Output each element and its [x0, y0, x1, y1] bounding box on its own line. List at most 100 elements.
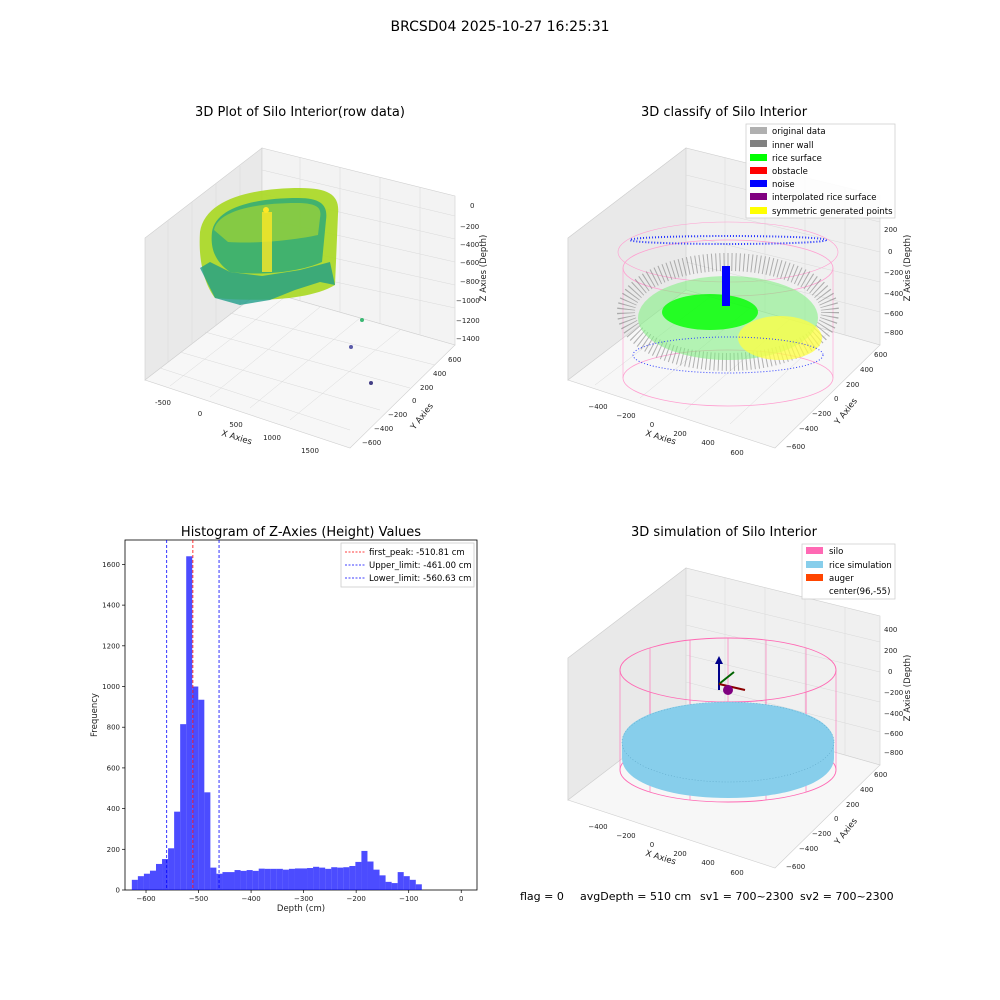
legend-entry: silo [806, 547, 843, 557]
tick-label: −400 [799, 845, 818, 853]
histogram-bar [246, 870, 253, 890]
footer-status: flag = 0 avgDepth = 510 cm sv1 = 700~230… [520, 890, 894, 903]
legend-entry: interpolated rice surface [750, 193, 877, 203]
histogram-bar [186, 556, 193, 890]
panel-raw-yticks: 600 400 200 0 −200 −400 −600 [362, 356, 461, 447]
histogram-bar [294, 868, 301, 890]
histogram-bar [288, 868, 295, 890]
legend-entry: original data [750, 127, 826, 137]
histogram-bar [343, 867, 350, 890]
histogram-bar [379, 875, 386, 890]
histogram-bar [337, 867, 344, 890]
tick-label: −200 [460, 223, 479, 231]
histogram-bar [307, 868, 314, 890]
panel-classify-yticks: 600 400 200 0 −200 −400 −600 [786, 351, 887, 451]
legend-swatch [750, 140, 767, 147]
panel-simulation: 3D simulation of Silo Interior [567, 525, 913, 877]
tick-label: −200 [616, 832, 635, 840]
legend-entry: center(96,-55) [829, 587, 890, 597]
footer-avg-depth: avgDepth = 510 cm [580, 890, 691, 903]
legend-entry: auger [806, 574, 854, 584]
panel-raw-data: 3D Plot of Silo Interior(row data) [144, 105, 489, 455]
tick-label: −1200 [456, 317, 480, 325]
legend-entry: inner wall [750, 140, 813, 151]
histogram-bar [180, 724, 187, 890]
tick-label: −200 [884, 269, 903, 277]
histogram-legend: first_peak: -510.81 cm Upper_limit: -461… [340, 542, 475, 588]
histogram-bar [409, 879, 416, 890]
histogram-bar [131, 879, 138, 890]
tick-label: −800 [460, 278, 479, 286]
legend-entry: rice simulation [806, 561, 892, 571]
panel-raw-ylabel: Y Axies [408, 401, 436, 433]
histogram-bar [355, 861, 362, 890]
histogram-bar [313, 866, 320, 890]
histogram-bar [264, 868, 271, 890]
x-tick-label: −600 [136, 895, 155, 903]
histogram-bar [222, 872, 229, 890]
tick-label: −600 [460, 259, 479, 267]
tick-label: −400 [884, 290, 903, 298]
tick-label: −800 [884, 749, 903, 757]
legend-label: original data [772, 127, 826, 137]
legend-swatch [806, 574, 823, 581]
histogram-bar [331, 867, 338, 890]
histogram-bar [228, 872, 235, 890]
histogram-bar [361, 850, 368, 890]
tick-label: 600 [730, 449, 743, 457]
tick-label: −200 [884, 689, 903, 697]
panel-classify-legend: original data inner wall rice surface ob… [745, 123, 896, 219]
tick-label: 500 [229, 421, 242, 429]
panel-raw-pointcloud [199, 188, 373, 385]
histogram-bar [373, 869, 380, 890]
tick-label: −400 [588, 823, 607, 831]
tick-label: 600 [448, 356, 461, 364]
legend-swatch [750, 180, 767, 187]
panel-classify-zlabel: Z Axies (Depth) [903, 235, 913, 302]
tick-label: 600 [874, 351, 887, 359]
legend-swatch [806, 547, 823, 554]
tick-label: 1500 [301, 447, 319, 455]
histogram-xticks: −600 −500 −400 −300 −200 −100 0 [136, 890, 463, 903]
histogram-bar [240, 870, 247, 890]
x-tick-label: −300 [294, 895, 313, 903]
histogram-bar [155, 863, 163, 890]
histogram-bar [204, 792, 211, 890]
histogram-bar [282, 869, 289, 890]
panel-classify-xticks: −400 −200 0 200 400 600 [588, 403, 743, 457]
tick-label: 0 [198, 410, 202, 418]
histogram-bar [367, 861, 374, 890]
tick-label: 200 [884, 226, 897, 234]
histogram-bar [198, 699, 205, 890]
y-tick-label: 1600 [102, 561, 120, 569]
histogram-bar [270, 868, 277, 890]
histogram-bar [210, 867, 217, 890]
tick-label: 400 [860, 366, 873, 374]
tick-label: −600 [786, 863, 805, 871]
legend-swatch [806, 561, 823, 568]
legend-entry: obstacle [750, 167, 808, 177]
tick-label: −800 [884, 329, 903, 337]
tick-label: −200 [812, 410, 831, 418]
legend-swatch [750, 127, 767, 134]
histogram-bars [131, 556, 422, 890]
panel-classify-cloud [617, 221, 839, 407]
panel-classify: 3D classify of Silo Interior [567, 105, 913, 457]
legend-label: inner wall [772, 141, 813, 151]
legend-swatch [750, 154, 767, 161]
histogram-bar [168, 848, 175, 890]
histogram-bar [162, 859, 169, 890]
histogram-bar [397, 872, 404, 890]
tick-label: −600 [362, 439, 381, 447]
panel-sim-model [619, 637, 837, 803]
tick-label: 0 [834, 395, 838, 403]
y-tick-label: 400 [107, 805, 120, 813]
y-tick-label: 1200 [102, 642, 120, 650]
tick-label: −1400 [456, 335, 480, 343]
tick-label: 200 [846, 801, 859, 809]
legend-entry: first_peak: -510.81 cm [345, 548, 465, 558]
tick-label: 200 [846, 381, 859, 389]
panel-classify-zticks: 200 0 −200 −400 −600 −800 [884, 226, 903, 337]
panel-sim-legend: silo rice simulation auger center(96,-55… [801, 543, 896, 600]
tick-label: 0 [834, 815, 838, 823]
